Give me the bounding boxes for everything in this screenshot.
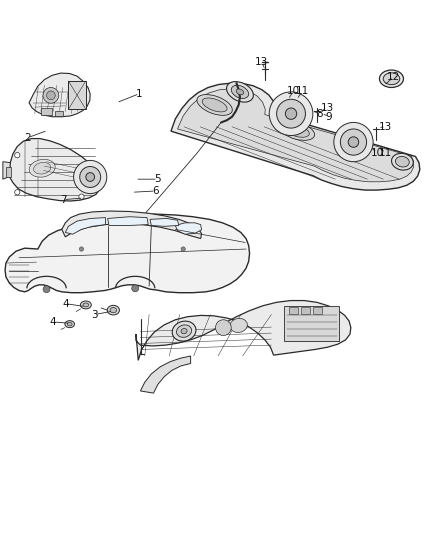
Ellipse shape bbox=[110, 308, 117, 313]
Ellipse shape bbox=[236, 89, 244, 95]
Circle shape bbox=[269, 92, 313, 135]
Circle shape bbox=[334, 123, 373, 161]
Polygon shape bbox=[65, 217, 106, 234]
Ellipse shape bbox=[83, 303, 88, 307]
Bar bbox=[55, 111, 63, 116]
Ellipse shape bbox=[379, 70, 403, 87]
Text: 5: 5 bbox=[155, 174, 161, 184]
Ellipse shape bbox=[383, 73, 400, 85]
Circle shape bbox=[215, 320, 231, 335]
Ellipse shape bbox=[396, 156, 410, 167]
Circle shape bbox=[46, 91, 55, 100]
Circle shape bbox=[43, 286, 50, 293]
Polygon shape bbox=[108, 217, 148, 225]
Polygon shape bbox=[175, 223, 201, 234]
Polygon shape bbox=[29, 73, 90, 117]
Polygon shape bbox=[10, 139, 102, 201]
Ellipse shape bbox=[226, 82, 254, 102]
Ellipse shape bbox=[34, 163, 51, 174]
Text: 6: 6 bbox=[152, 186, 159, 196]
Circle shape bbox=[277, 99, 305, 128]
Text: 13: 13 bbox=[379, 122, 392, 132]
Text: 2: 2 bbox=[25, 133, 31, 143]
Circle shape bbox=[14, 152, 20, 158]
Polygon shape bbox=[5, 214, 250, 293]
Text: 8: 8 bbox=[316, 109, 323, 119]
Bar bbox=[7, 167, 11, 177]
Bar bbox=[301, 307, 310, 313]
Text: 10: 10 bbox=[371, 148, 384, 158]
Circle shape bbox=[14, 190, 20, 195]
Polygon shape bbox=[150, 219, 179, 227]
Ellipse shape bbox=[107, 305, 120, 315]
Polygon shape bbox=[136, 301, 351, 360]
Polygon shape bbox=[3, 161, 11, 179]
Polygon shape bbox=[141, 356, 191, 393]
Circle shape bbox=[181, 247, 185, 251]
Text: 9: 9 bbox=[326, 112, 332, 122]
Polygon shape bbox=[171, 83, 420, 190]
Circle shape bbox=[132, 285, 139, 292]
Bar bbox=[68, 81, 86, 109]
Text: 12: 12 bbox=[387, 72, 400, 82]
Text: 11: 11 bbox=[295, 86, 309, 96]
Text: 13: 13 bbox=[321, 103, 334, 114]
Text: 13: 13 bbox=[255, 57, 268, 67]
Text: 4: 4 bbox=[62, 298, 69, 309]
Ellipse shape bbox=[172, 321, 196, 341]
Polygon shape bbox=[62, 211, 201, 239]
Circle shape bbox=[340, 129, 367, 155]
Polygon shape bbox=[177, 89, 414, 182]
Circle shape bbox=[348, 137, 359, 147]
Ellipse shape bbox=[231, 85, 249, 99]
Ellipse shape bbox=[67, 322, 72, 326]
Ellipse shape bbox=[29, 159, 55, 177]
Bar bbox=[285, 306, 339, 341]
Text: 11: 11 bbox=[379, 148, 392, 158]
Text: 7: 7 bbox=[60, 195, 67, 205]
Circle shape bbox=[80, 166, 101, 188]
Bar bbox=[41, 108, 52, 115]
Bar bbox=[313, 307, 321, 313]
Ellipse shape bbox=[65, 321, 74, 328]
Ellipse shape bbox=[281, 122, 314, 140]
Circle shape bbox=[74, 160, 107, 193]
Bar bbox=[289, 307, 297, 313]
Ellipse shape bbox=[177, 325, 191, 337]
Text: 4: 4 bbox=[50, 317, 57, 327]
Ellipse shape bbox=[230, 318, 247, 333]
Circle shape bbox=[86, 173, 95, 181]
Circle shape bbox=[79, 247, 84, 251]
Text: 10: 10 bbox=[286, 86, 300, 96]
Ellipse shape bbox=[202, 98, 227, 112]
Ellipse shape bbox=[197, 94, 232, 115]
Text: 1: 1 bbox=[136, 88, 143, 99]
Ellipse shape bbox=[392, 154, 413, 170]
Circle shape bbox=[286, 108, 297, 119]
Circle shape bbox=[43, 87, 59, 103]
Circle shape bbox=[79, 194, 84, 199]
Ellipse shape bbox=[181, 328, 187, 334]
Text: 3: 3 bbox=[91, 310, 98, 319]
Ellipse shape bbox=[286, 125, 309, 138]
Ellipse shape bbox=[81, 301, 91, 309]
